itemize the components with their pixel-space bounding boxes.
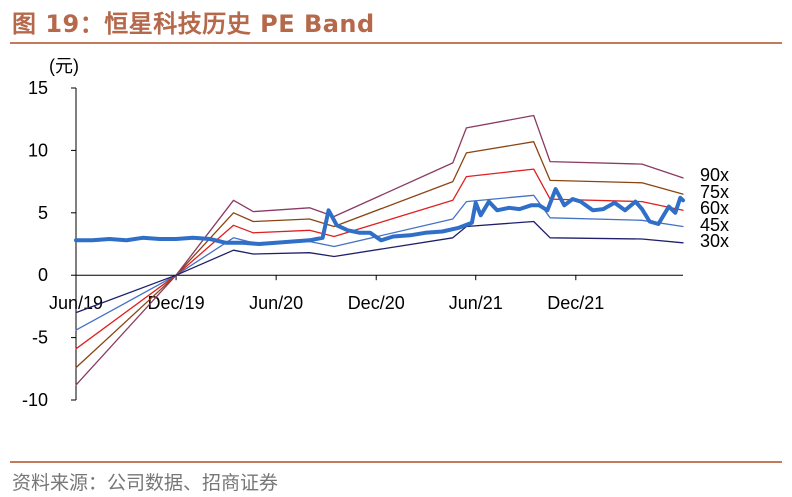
y-axis-unit: (元): [49, 56, 79, 76]
y-tick-label: 5: [38, 203, 48, 223]
y-axis: 15 10 5 0 -5 -10 (元): [22, 56, 79, 410]
band-label-45x: 45x: [700, 215, 729, 235]
x-tick-label: Dec/20: [348, 293, 405, 313]
y-tick-label: 15: [28, 78, 48, 98]
band-line-30x: [75, 220, 684, 314]
band-line-90x: [75, 114, 684, 386]
band-label-75x: 75x: [700, 182, 729, 202]
band-line-75x: [75, 141, 684, 369]
y-tick-label: -10: [22, 390, 48, 410]
band-line-60x: [75, 168, 684, 350]
y-tick-label: 10: [28, 140, 48, 160]
band-label-60x: 60x: [700, 198, 729, 218]
x-axis: Jun/19 Dec/19 Jun/20 Dec/20 Jun/21 Dec/21: [49, 274, 683, 313]
x-tick-label: Dec/21: [547, 293, 604, 313]
title-rule: [10, 42, 782, 44]
series-lines: [74, 114, 685, 386]
price-series-line: [74, 187, 685, 246]
x-tick-label: Jun/21: [449, 293, 503, 313]
source-note: 资料来源：公司数据、招商证券: [12, 472, 279, 494]
band-label-30x: 30x: [700, 231, 729, 251]
figure-title: 图 19：恒星科技历史 PE Band: [12, 10, 375, 38]
band-label-90x: 90x: [700, 165, 729, 185]
source-rule: [10, 461, 782, 463]
x-tick-label: Dec/19: [148, 293, 205, 313]
y-tick-label: 0: [38, 265, 48, 285]
x-tick-label: Jun/19: [49, 293, 103, 313]
x-tick-label: Jun/20: [249, 293, 303, 313]
y-tick-label: -5: [32, 328, 48, 348]
